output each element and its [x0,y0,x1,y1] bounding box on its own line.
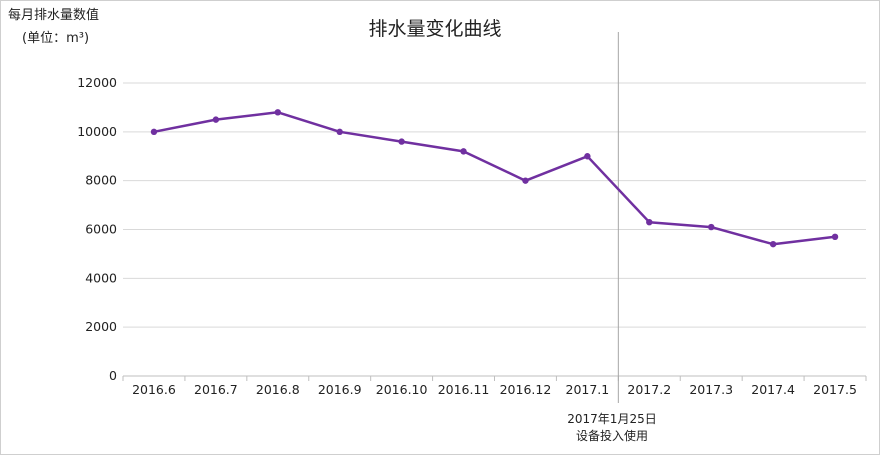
x-tick-2016.7: 2016.7 [194,382,238,397]
data-point-2016.10 [398,138,405,145]
data-point-2016.6 [150,128,158,136]
x-tick-2017.1: 2017.1 [566,382,610,397]
y-tick-labels: 0 2000 4000 6000 8000 10000 12000 [77,75,117,383]
data-point-2017.4 [769,240,777,248]
annotation-text: 设备投入使用 [576,428,648,443]
x-tick-2017.4: 2017.4 [751,382,795,397]
y-tick-12000: 12000 [77,75,117,90]
data-point-2016.12 [522,177,529,184]
x-tick-2016.8: 2016.8 [256,382,300,397]
chart-title: 排水量变化曲线 [368,18,501,40]
x-axis [122,375,867,381]
y-tick-10000: 10000 [77,124,117,139]
x-tick-2016.12: 2016.12 [500,382,552,397]
y-gridlines [123,82,866,328]
data-point-2016.9 [336,128,343,136]
x-tick-2016.9: 2016.9 [318,382,362,397]
data-point-2017.3 [708,223,715,231]
x-tick-2017.3: 2017.3 [689,382,733,397]
x-tick-2016.11: 2016.11 [438,382,490,397]
annotation-date: 2017年1月25日 [567,412,656,426]
data-point-2017.5 [831,233,839,241]
data-point-2016.11 [460,148,467,155]
data-point-2017.2 [646,218,653,226]
x-tick-2017.2: 2017.2 [627,382,671,397]
series-line [153,111,836,246]
y-tick-2000: 2000 [85,319,117,334]
y-tick-6000: 6000 [85,222,117,237]
y-tick-0: 0 [109,368,117,383]
data-point-2017.1 [584,153,591,160]
data-point-2016.8 [274,109,281,116]
y-axis-label-line1: 每月排水量数值 [8,7,99,23]
y-axis-label-line2: (单位：m³) [22,31,89,46]
series-1 [150,109,839,248]
data-point-2016.7 [212,116,220,123]
x-tick-2017.5: 2017.5 [813,382,857,397]
x-tick-labels: 2016.6 2016.7 2016.8 2016.9 2016.10 2016.11 20… [132,382,857,397]
x-tick-2016.10: 2016.10 [376,382,428,397]
x-tick-2016.6: 2016.6 [132,382,176,397]
y-tick-4000: 4000 [85,270,117,285]
y-tick-8000: 8000 [85,173,117,188]
